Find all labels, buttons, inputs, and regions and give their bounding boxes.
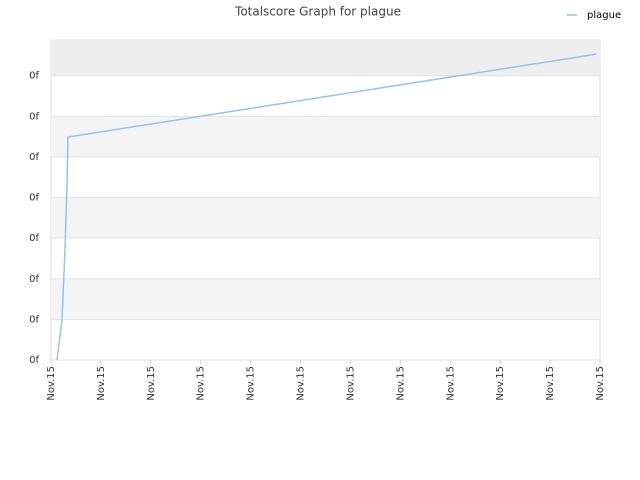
x-tick-label: Nov.15	[296, 366, 307, 401]
grid-band	[51, 197, 600, 239]
x-tick-label: Nov.15	[246, 366, 257, 401]
x-tick-label: Nov.15	[395, 366, 406, 401]
x-tick-label: Nov.15	[595, 366, 606, 401]
y-tick-label: 0f	[29, 314, 39, 325]
y-tick-label: 0f	[29, 355, 39, 366]
grid-band	[51, 116, 600, 157]
x-tick-label: Nov.15	[46, 366, 57, 401]
x-tick-label: Nov.15	[345, 366, 356, 401]
data-line	[56, 53, 597, 361]
x-tick-label: Nov.15	[445, 366, 456, 401]
x-tick-label: Nov.15	[495, 366, 506, 401]
grid-band	[51, 278, 600, 320]
y-tick-label: 0f	[29, 111, 39, 122]
y-tick-label: 0f	[29, 233, 39, 244]
x-tick-label: Nov.15	[545, 366, 556, 401]
x-tick-label: Nov.15	[196, 366, 207, 401]
y-tick-label: 0f	[29, 71, 39, 82]
x-tick-label: Nov.15	[96, 366, 107, 401]
y-tick-label: 0f	[29, 274, 39, 285]
x-tick-label: Nov.15	[146, 366, 157, 401]
chart-title: Totalscore Graph for plague	[234, 5, 401, 19]
y-tick-label: 0f	[29, 152, 39, 163]
legend-label: plague	[587, 10, 621, 21]
y-tick-label: 0f	[29, 193, 39, 204]
grid-band	[51, 40, 600, 76]
